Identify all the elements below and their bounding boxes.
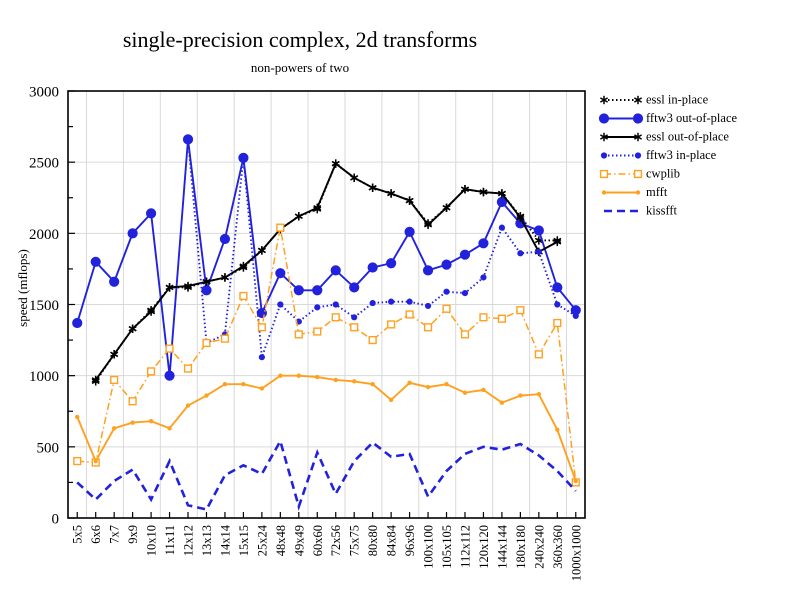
y-tick-label: 500: [37, 440, 60, 456]
legend-label: mfft: [646, 185, 668, 199]
x-tick-label: 7x7: [108, 525, 122, 544]
x-tick-label: 1000x1000: [569, 525, 583, 581]
x-tick-label: 120x120: [477, 525, 491, 569]
series-cwplib: [73, 223, 580, 487]
legend-label: fftw3 in-place: [646, 148, 717, 162]
x-tick-label: 360x360: [551, 525, 565, 569]
x-tick-label: 96x96: [403, 525, 417, 556]
x-tick-label: 15x15: [237, 525, 251, 556]
x-tick-label: 48x48: [274, 525, 288, 556]
y-tick-label: 1500: [29, 298, 59, 314]
x-tick-label: 72x56: [329, 525, 343, 556]
x-tick-label: 13x13: [200, 525, 214, 556]
y-tick-label: 2000: [29, 227, 59, 243]
chart-title: single-precision complex, 2d transforms: [122, 27, 478, 52]
legend-label: cwplib: [646, 166, 680, 180]
x-tick-label: 75x75: [348, 525, 362, 556]
x-tick-label: 11x11: [163, 525, 177, 555]
x-tick-label: 49x49: [292, 525, 306, 556]
legend-item[interactable]: fftw3 out-of-place: [598, 111, 738, 125]
x-tick-label: 112x112: [458, 525, 472, 568]
x-tick-label: 14x14: [218, 524, 232, 556]
data-series-layer: [72, 134, 581, 511]
series-kissfft: [76, 437, 577, 511]
legend-item[interactable]: mfft: [601, 185, 668, 199]
y-tick-label: 2500: [29, 156, 59, 172]
y-tick-label: 0: [52, 512, 60, 528]
series-fftw3-out-of-place: [72, 134, 581, 381]
legend-label: kissfft: [646, 203, 678, 217]
chart-subtitle: non-powers of two: [250, 60, 350, 75]
x-tick-label: 10x10: [145, 525, 159, 556]
x-tick-label: 5x5: [71, 525, 85, 544]
y-axis-ticks: 0 500 1000 1500 2000 2500 3000: [29, 85, 75, 528]
x-axis-ticks: 5x5 6x6 7x7 9x9 10x10 11x11 12x12 13x13 14x14 15x…: [71, 512, 583, 581]
x-tick-label: 84x84: [385, 524, 399, 556]
x-tick-label: 25x24: [255, 524, 269, 556]
legend-item[interactable]: essl in-place: [599, 92, 709, 106]
x-tick-label: 60x60: [311, 525, 325, 556]
gridlines: [68, 90, 585, 518]
x-tick-label: 9x9: [126, 525, 140, 544]
legend-item[interactable]: cwplib: [599, 166, 680, 180]
series-mfft: [75, 373, 578, 484]
x-tick-label: 240x240: [532, 525, 546, 569]
series-fftw3-in-place: [184, 136, 579, 361]
legend: essl in-place fftw3 out-of-place essl out-…: [598, 92, 738, 217]
x-tick-label: 180x180: [514, 525, 528, 569]
series-essl-out-of-place: [91, 159, 562, 385]
x-tick-label: 80x80: [366, 525, 380, 556]
legend-item[interactable]: kissfft: [604, 203, 678, 217]
legend-label: essl in-place: [646, 92, 709, 106]
x-tick-label: 6x6: [89, 525, 103, 544]
y-tick-label: 1000: [29, 369, 59, 385]
x-tick-label: 12x12: [182, 525, 196, 556]
legend-label: fftw3 out-of-place: [646, 111, 738, 125]
legend-item[interactable]: essl out-of-place: [599, 129, 729, 143]
x-tick-label: 105x105: [440, 525, 454, 569]
x-tick-label: 144x144: [495, 524, 509, 569]
legend-item[interactable]: fftw3 in-place: [600, 148, 717, 162]
legend-label: essl out-of-place: [646, 129, 729, 143]
x-tick-label: 100x100: [422, 525, 436, 569]
y-tick-label: 3000: [29, 85, 59, 101]
